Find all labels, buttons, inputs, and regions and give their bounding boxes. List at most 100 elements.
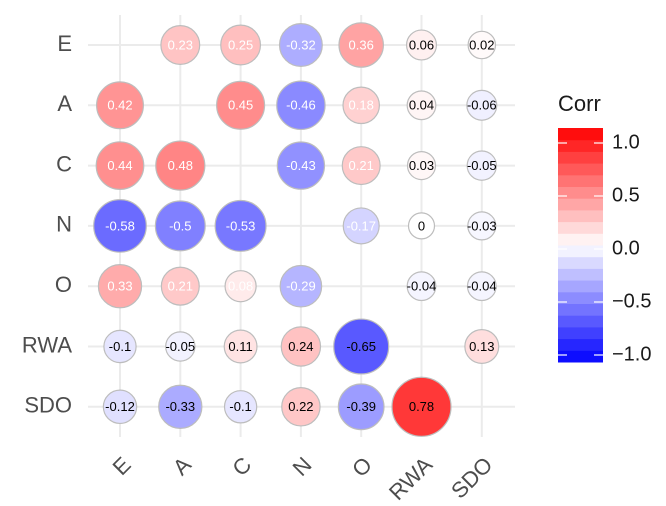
value-label: 0.36	[349, 37, 374, 52]
colorbar-bin	[558, 350, 603, 363]
value-label: -0.05	[467, 158, 497, 173]
corr-circle	[466, 150, 498, 181]
x-tick-label: C	[227, 452, 256, 481]
y-tick-label: C	[56, 151, 72, 176]
corr-circle	[160, 25, 201, 65]
corr-circle	[223, 329, 258, 364]
value-label: 0.21	[349, 158, 374, 173]
value-label: 0.13	[469, 339, 494, 354]
colorbar-label: −0.5	[612, 290, 651, 312]
value-label: 0.78	[409, 399, 434, 414]
corr-circle	[154, 200, 206, 252]
value-label: -0.65	[346, 339, 376, 354]
colorbar-bin	[558, 209, 603, 223]
value-label: 0.23	[168, 37, 193, 52]
corr-circle	[158, 384, 203, 429]
corr-circle	[276, 141, 326, 190]
value-label: -0.04	[407, 279, 437, 294]
value-label: -0.1	[229, 399, 251, 414]
colorbar-bin	[558, 163, 603, 176]
y-tick-label: N	[56, 212, 72, 237]
corr-circle	[223, 390, 258, 424]
value-label: 0.22	[288, 399, 313, 414]
colorbar-bin	[558, 233, 603, 246]
colorbar-label: 0.0	[612, 237, 640, 259]
value-label: -0.12	[105, 399, 135, 414]
value-label: 0.25	[228, 37, 253, 52]
corr-circle	[103, 329, 137, 364]
value-label: -0.39	[346, 399, 376, 414]
corr-circle	[220, 24, 262, 66]
value-label: 0.02	[469, 37, 494, 52]
colorbar-bin	[558, 245, 603, 258]
value-label: 0.21	[168, 279, 193, 294]
colorbar-bin	[558, 174, 603, 187]
x-tick-label: E	[108, 452, 136, 480]
corr-circle	[467, 30, 497, 60]
value-label: -0.17	[346, 218, 376, 233]
colorbar-bin	[558, 221, 603, 234]
corr-circle	[102, 389, 138, 425]
colorbar-bin	[558, 338, 603, 351]
value-label: -0.05	[165, 339, 195, 354]
legend-title: Corr	[558, 91, 601, 116]
corr-circle	[333, 318, 390, 375]
corr-circle	[278, 23, 323, 67]
colorbar-bin	[558, 151, 603, 164]
corr-circle	[160, 266, 200, 306]
corr-circle	[407, 212, 436, 240]
corr-circle	[391, 376, 452, 437]
colorbar-label: 1.0	[612, 131, 640, 153]
value-label: -0.32	[286, 37, 316, 52]
value-label: -0.1	[109, 339, 131, 354]
value-label: 0.18	[349, 98, 374, 113]
y-tick-label: O	[55, 272, 72, 297]
colorbar-bin	[558, 315, 603, 328]
corr-circle	[337, 383, 385, 431]
corr-circle	[224, 270, 257, 303]
value-label: 0.04	[409, 98, 434, 113]
value-label: 0.08	[228, 279, 253, 294]
colorbar-bin	[558, 198, 603, 211]
corr-circle	[216, 80, 266, 130]
corr-circle	[467, 211, 497, 241]
value-label: 0.33	[107, 279, 132, 294]
corr-circle	[165, 331, 196, 362]
colorbar-bin	[558, 256, 603, 269]
value-label: 0.06	[409, 37, 434, 52]
value-label: -0.33	[165, 399, 195, 414]
corr-circle	[97, 264, 143, 309]
value-label: 0.03	[409, 158, 434, 173]
colorbar-label: −1.0	[612, 343, 651, 365]
value-label: -0.58	[105, 218, 135, 233]
corr-circle	[466, 89, 498, 121]
y-tick-label: E	[57, 31, 72, 56]
corr-circle	[276, 80, 326, 131]
value-label: 0.24	[288, 339, 313, 354]
corr-circle	[406, 90, 437, 121]
colorbar-bin	[558, 291, 603, 304]
value-label: -0.29	[286, 279, 316, 294]
value-label: -0.04	[467, 279, 497, 294]
colorbar-bin	[558, 139, 603, 152]
corr-circle	[96, 81, 144, 130]
y-tick-label: RWA	[22, 332, 72, 357]
colorbar-bin	[558, 128, 603, 141]
value-label: 0	[418, 218, 425, 233]
value-label: 0.48	[168, 158, 193, 173]
value-label: -0.43	[286, 158, 316, 173]
corr-circle	[406, 271, 437, 302]
colorbar-bin	[558, 186, 603, 199]
corr-circle	[406, 151, 437, 181]
value-label: 0.11	[228, 339, 252, 354]
corr-circle	[466, 271, 497, 302]
corr-circle	[342, 207, 380, 245]
value-label: -0.03	[467, 218, 497, 233]
corr-circle	[342, 86, 380, 125]
colorbar-bin	[558, 303, 603, 316]
colorbar-bin	[558, 326, 603, 340]
corr-circle	[280, 326, 322, 367]
x-tick-label: O	[347, 452, 377, 482]
corr-circle	[281, 387, 321, 427]
